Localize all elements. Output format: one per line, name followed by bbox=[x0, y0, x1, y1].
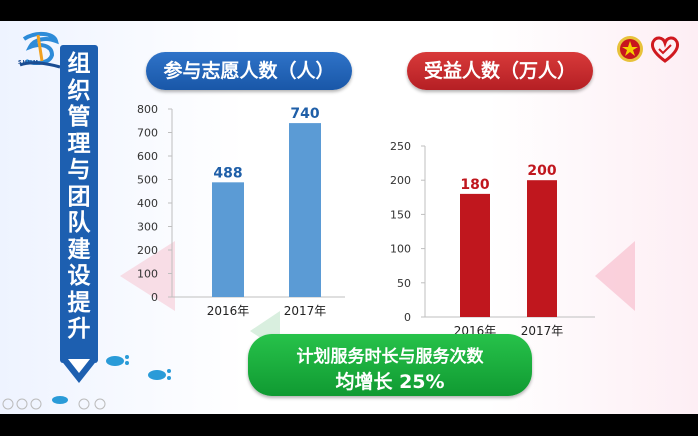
data-label: 200 bbox=[527, 163, 556, 179]
y-tick-label: 400 bbox=[137, 197, 158, 210]
summary-box: 计划服务时长与服务次数 均增长 25% bbox=[248, 334, 532, 396]
y-tick-label: 150 bbox=[390, 208, 411, 221]
sidebar-bar bbox=[60, 45, 98, 363]
y-tick-label: 600 bbox=[137, 150, 158, 163]
x-tick-label: 2017年 bbox=[521, 324, 564, 338]
footprint-icon bbox=[106, 355, 171, 380]
x-tick-label: 2017年 bbox=[284, 304, 327, 318]
heart-icon bbox=[650, 36, 680, 63]
bar-2017年 bbox=[289, 123, 321, 297]
y-tick-label: 0 bbox=[404, 311, 411, 324]
slide-controls-icon bbox=[2, 396, 106, 410]
x-tick-label: 2016年 bbox=[207, 304, 250, 318]
summary-line1: 计划服务时长与服务次数 bbox=[296, 347, 484, 367]
y-tick-label: 50 bbox=[397, 277, 411, 290]
data-label: 180 bbox=[460, 177, 489, 193]
y-tick-label: 500 bbox=[137, 174, 158, 187]
data-label: 488 bbox=[213, 165, 242, 181]
y-tick-label: 800 bbox=[137, 103, 158, 116]
volunteers-chart: 0 100 200 300 400 500 600 700 800 488 2016年 740 2017… bbox=[120, 99, 350, 333]
y-tick-label: 700 bbox=[137, 127, 158, 140]
beneficiaries-chart: 0 50 100 150 200 250 180 2016年 200 2017年 bbox=[380, 131, 600, 338]
arrow-down-icon bbox=[60, 359, 98, 383]
bar-2016年 bbox=[212, 182, 244, 297]
y-tick-label: 300 bbox=[137, 221, 158, 234]
bar-2017年 bbox=[527, 180, 557, 317]
data-label: 740 bbox=[290, 106, 319, 122]
volunteers-chart-svg: 0 100 200 300 400 500 600 700 800 488 2016年 740 2017… bbox=[137, 103, 345, 318]
logo-icon bbox=[19, 32, 61, 69]
volunteers-title: 参与志愿人数（人） bbox=[146, 52, 352, 90]
decor-triangle-left bbox=[120, 241, 175, 311]
sidebar-title: 组织管理与团队建设提升 bbox=[67, 51, 91, 342]
beneficiaries-title: 受益人数（万人） bbox=[407, 52, 593, 90]
logo-text: SHHM bbox=[18, 60, 39, 66]
y-tick-label: 200 bbox=[390, 174, 411, 187]
y-tick-label: 200 bbox=[137, 244, 158, 257]
bar-2016年 bbox=[460, 193, 490, 317]
y-tick-label: 100 bbox=[390, 243, 411, 256]
y-tick-label: 0 bbox=[151, 291, 158, 304]
decor-triangle-right bbox=[595, 241, 635, 311]
logo: SHHM bbox=[16, 31, 62, 71]
slide: SHHM 组织管理与团队建设提升 参与志愿人数（人） 受益人数（万人） 0 100… bbox=[0, 21, 698, 414]
y-tick-label: 250 bbox=[390, 140, 411, 153]
y-tick-label: 100 bbox=[137, 268, 158, 281]
youth-league-badge-icon bbox=[617, 36, 643, 62]
summary-line2: 均增长 25% bbox=[335, 371, 445, 393]
